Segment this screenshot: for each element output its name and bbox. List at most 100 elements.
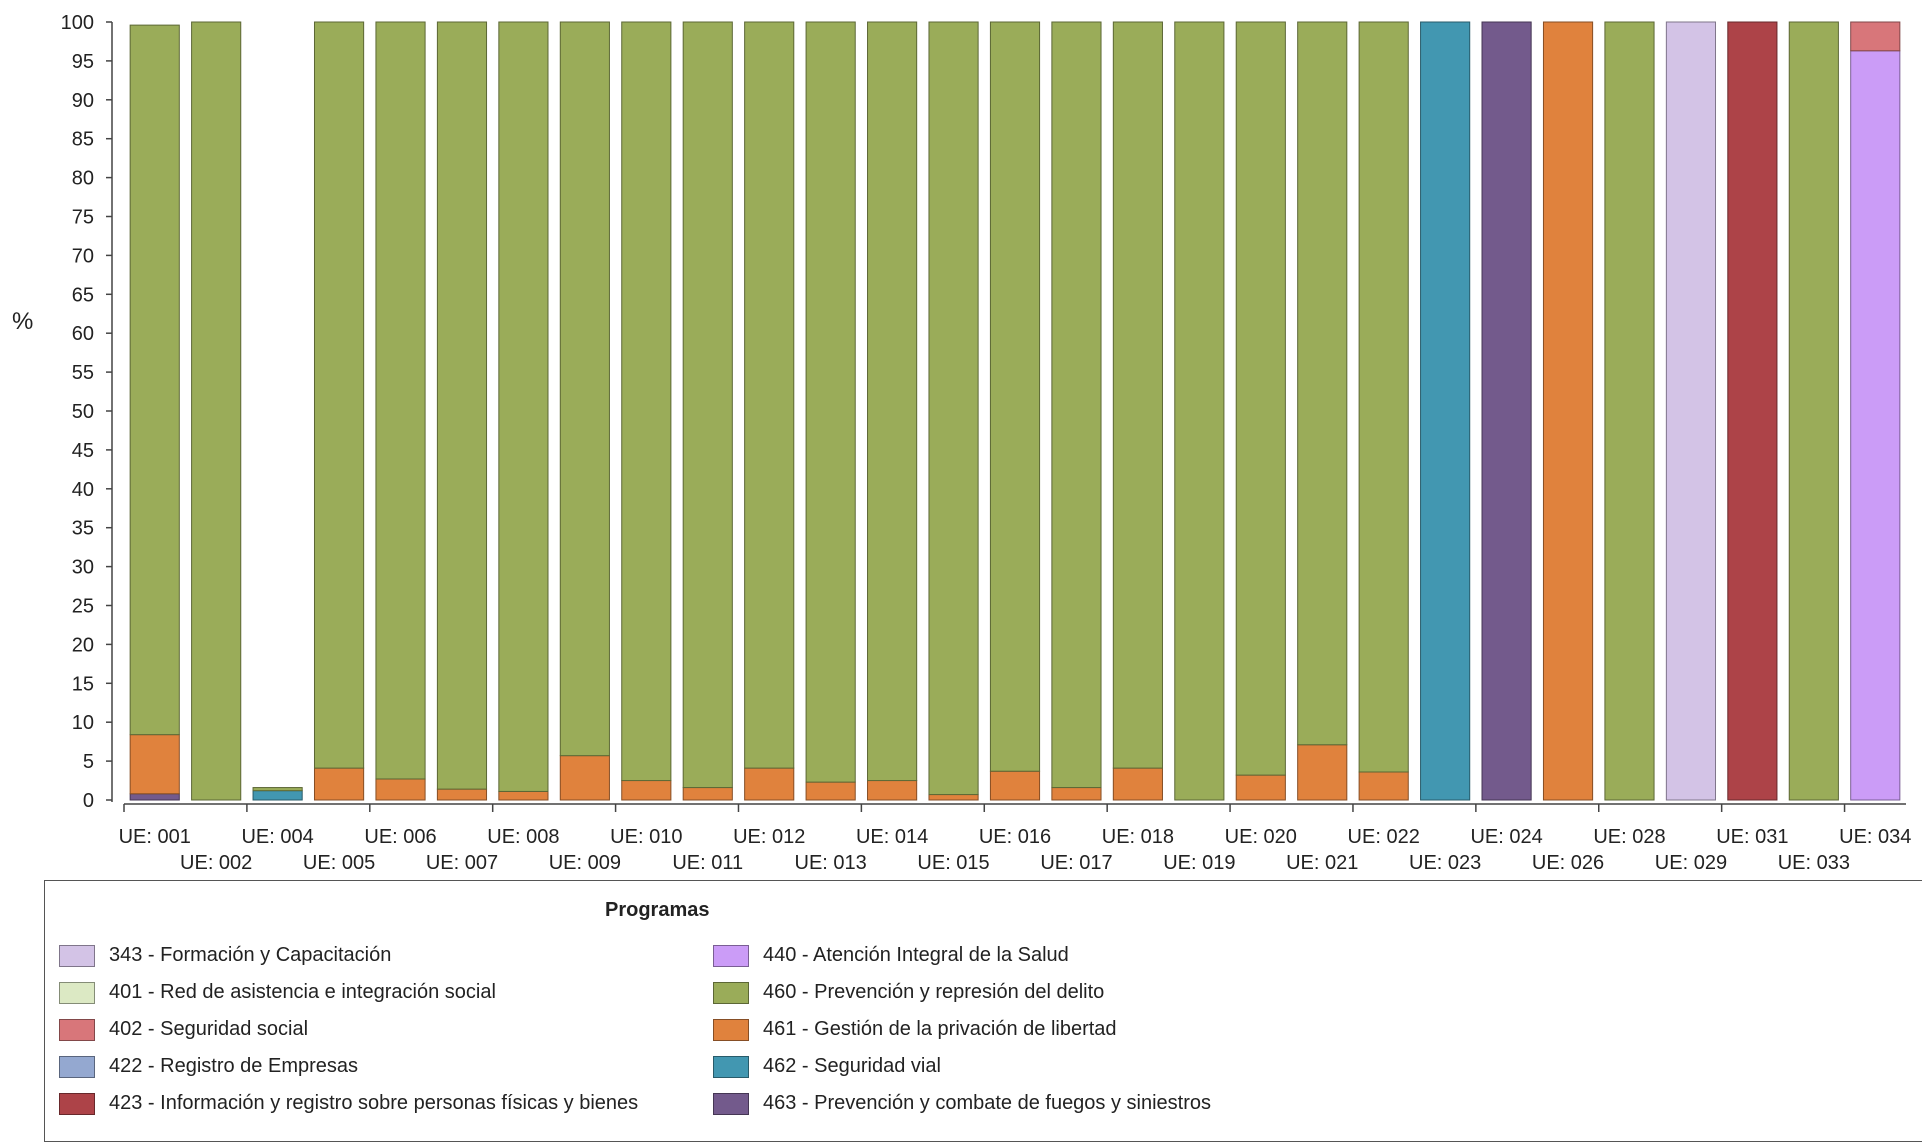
bar-segment[interactable] <box>1727 21 1778 801</box>
y-tick-label: 95 <box>72 51 94 73</box>
x-tick-label: UE: 016 <box>979 826 1051 848</box>
bar-segment[interactable] <box>375 778 426 801</box>
legend-item[interactable]: 460 - Prevención y represión del delito <box>713 974 1211 1011</box>
x-tick-label: UE: 022 <box>1348 826 1420 848</box>
bar-segment[interactable] <box>1112 21 1163 769</box>
bar-segment[interactable] <box>498 790 549 801</box>
bar-segment[interactable] <box>989 21 1041 772</box>
bar-segment[interactable] <box>1112 767 1163 801</box>
bar-segment[interactable] <box>1850 50 1901 801</box>
bar-segment[interactable] <box>498 21 549 792</box>
bar-segment[interactable] <box>1604 21 1655 801</box>
legend-item[interactable]: 402 - Seguridad social <box>59 1011 638 1048</box>
x-tick-label: UE: 006 <box>364 826 436 848</box>
bar-segment[interactable] <box>129 734 180 795</box>
x-tick-label: UE: 021 <box>1286 852 1358 874</box>
bar-segment[interactable] <box>375 21 426 780</box>
bar-segment[interactable] <box>129 793 180 801</box>
bar-segment[interactable] <box>313 767 365 801</box>
bar-segment[interactable] <box>1174 21 1225 801</box>
bar-segment[interactable] <box>682 21 733 789</box>
x-tick-label: UE: 020 <box>1225 826 1297 848</box>
bar-segment[interactable] <box>805 781 856 801</box>
bar-segment[interactable] <box>1297 21 1348 746</box>
y-tick-label: 60 <box>72 323 94 345</box>
y-tick-label: 55 <box>72 362 94 384</box>
x-tick-label: UE: 004 <box>241 826 313 848</box>
bar-segment[interactable] <box>989 770 1041 801</box>
x-tick-label: UE: 002 <box>180 852 252 874</box>
x-tick-label: UE: 024 <box>1470 826 1542 848</box>
legend-item[interactable]: 440 - Atención Integral de la Salud <box>713 937 1211 974</box>
bar-segment[interactable] <box>867 780 918 801</box>
x-tick-label: UE: 010 <box>610 826 682 848</box>
x-tick-label: UE: 026 <box>1532 852 1604 874</box>
legend-column-right: 440 - Atención Integral de la Salud 460 -… <box>713 937 1211 1122</box>
y-tick-label: 85 <box>72 129 94 151</box>
bar-segment[interactable] <box>1051 787 1102 801</box>
bar-segment[interactable] <box>1850 21 1901 52</box>
legend-item[interactable]: 422 - Registro de Empresas <box>59 1048 638 1085</box>
x-tick-label: UE: 031 <box>1716 826 1788 848</box>
bar-segment[interactable] <box>1420 21 1471 801</box>
bar-segment[interactable] <box>252 787 303 792</box>
bar-segment[interactable] <box>928 794 979 801</box>
bar-segment[interactable] <box>1481 21 1532 801</box>
legend-item[interactable]: 462 - Seguridad vial <box>713 1048 1211 1085</box>
y-tick-label: 90 <box>72 90 94 112</box>
x-tick-label: UE: 017 <box>1040 852 1112 874</box>
legend-label: 401 - Red de asistencia e integración so… <box>109 981 496 1003</box>
bar-segment[interactable] <box>1051 21 1102 789</box>
legend-label: 461 - Gestión de la privación de liberta… <box>763 1018 1117 1040</box>
y-tick-label: 0 <box>83 790 94 812</box>
bar-segment[interactable] <box>1297 744 1348 801</box>
bar-segment[interactable] <box>1358 21 1409 773</box>
x-tick-label: UE: 023 <box>1409 852 1481 874</box>
bar-segment[interactable] <box>1358 771 1409 801</box>
legend-label: 463 - Prevención y combate de fuegos y s… <box>763 1092 1212 1114</box>
x-tick-label: UE: 033 <box>1778 852 1850 874</box>
bar-segment[interactable] <box>436 21 488 790</box>
bar-segment[interactable] <box>621 21 672 782</box>
bar-segment[interactable] <box>191 21 242 801</box>
y-axis-label: % <box>12 308 34 335</box>
legend-item[interactable]: 463 - Prevención y combate de fuegos y s… <box>713 1085 1211 1122</box>
legend-label: 422 - Registro de Empresas <box>109 1055 359 1077</box>
x-tick-label: UE: 013 <box>795 852 867 874</box>
bar-segment[interactable] <box>805 21 856 783</box>
legend-item[interactable]: 423 - Información y registro sobre perso… <box>59 1085 638 1122</box>
bar-segment[interactable] <box>559 21 610 757</box>
bar-segment[interactable] <box>1542 21 1594 801</box>
bar-segment[interactable] <box>1665 21 1717 801</box>
stacked-bar-chart: 0 5 10 15 20 25 30 35 40 45 50 55 60 65 70 75 80 85 90 95 10… <box>61 12 1912 874</box>
legend-swatch <box>713 1092 749 1115</box>
bar-segment[interactable] <box>744 767 795 801</box>
legend-label: 462 - Seguridad vial <box>763 1055 941 1077</box>
legend-swatch <box>713 944 749 967</box>
x-tick-label: UE: 029 <box>1655 852 1727 874</box>
bar-segment[interactable] <box>129 24 180 736</box>
x-tick-label: UE: 015 <box>917 852 989 874</box>
bar-segment[interactable] <box>313 21 365 769</box>
legend-item[interactable]: 401 - Red de asistencia e integración so… <box>59 974 638 1011</box>
bar-segment[interactable] <box>682 787 733 801</box>
legend-item[interactable]: 343 - Formación y Capacitación <box>59 937 638 974</box>
bar-segment[interactable] <box>1235 21 1286 776</box>
y-tick-label: 15 <box>72 673 94 695</box>
legend-swatch <box>59 1055 95 1078</box>
bar-segment[interactable] <box>744 21 795 769</box>
bar-segment[interactable] <box>1235 774 1286 801</box>
legend-label: 460 - Prevención y represión del delito <box>763 981 1105 1003</box>
legend-item[interactable]: 461 - Gestión de la privación de liberta… <box>713 1011 1211 1048</box>
bar-segment[interactable] <box>252 790 303 801</box>
bar-segment[interactable] <box>1788 21 1839 801</box>
y-tick-label: 50 <box>72 401 94 423</box>
legend: Programas 343 - Formación y Capacitación… <box>44 880 1922 1142</box>
bar-segment[interactable] <box>559 755 610 801</box>
bar-segment[interactable] <box>621 780 672 801</box>
bar-segment[interactable] <box>867 21 918 782</box>
x-tick-label: UE: 012 <box>733 826 805 848</box>
bar-segment[interactable] <box>436 788 488 801</box>
bar-segment[interactable] <box>928 21 979 796</box>
legend-swatch <box>713 981 749 1004</box>
